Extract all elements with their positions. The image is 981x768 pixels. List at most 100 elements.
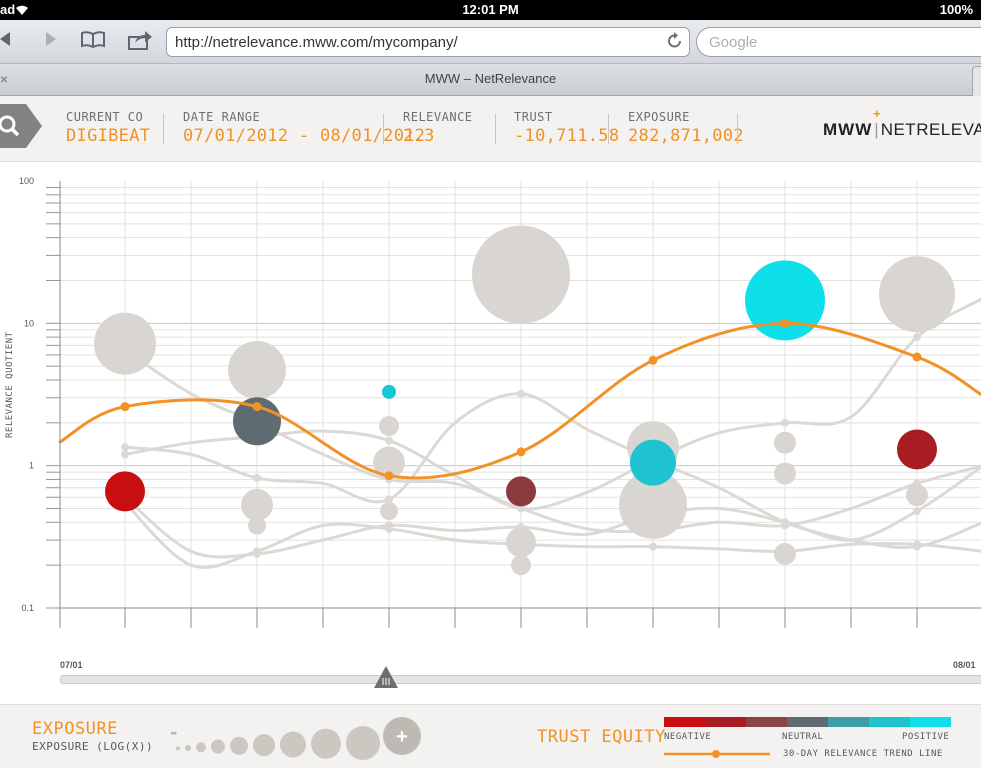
background-point bbox=[253, 473, 261, 482]
trend-line-swatch bbox=[664, 750, 770, 758]
trust-value: -10,711.58 bbox=[514, 126, 620, 146]
carrier-label: ad bbox=[0, 2, 16, 17]
trust-equity-scale bbox=[664, 717, 951, 727]
exposure-decrease-button[interactable]: - bbox=[170, 719, 178, 744]
back-arrow-icon[interactable] bbox=[0, 29, 20, 55]
reload-icon[interactable] bbox=[667, 31, 683, 54]
data-bubble bbox=[241, 488, 273, 521]
bubbles bbox=[94, 225, 955, 576]
exposure-size-bubble bbox=[185, 744, 191, 751]
trust-color-swatch bbox=[746, 717, 787, 727]
exposure-value: 282,871,002 bbox=[628, 126, 744, 146]
date-range-label: DATE RANGE bbox=[183, 110, 261, 124]
background-point bbox=[913, 507, 921, 516]
trust-color-swatch bbox=[828, 717, 869, 727]
relevance-chart[interactable]: 1001010.107/1007/1107/1207/1307/1407/150… bbox=[0, 162, 981, 632]
timeline-track[interactable] bbox=[60, 675, 981, 684]
relevance-stat: RELEVANCE 2.3 bbox=[403, 110, 473, 146]
trend-point bbox=[780, 318, 790, 328]
background-point bbox=[121, 450, 129, 459]
relevance-label: RELEVANCE bbox=[403, 110, 473, 124]
brand-separator: | bbox=[874, 120, 879, 139]
browser-toolbar: http://netrelevance.mww.com/mycompany/ G… bbox=[0, 20, 981, 64]
tab-close-icon[interactable]: × bbox=[0, 71, 9, 87]
battery-percent: 100% bbox=[939, 2, 973, 17]
exposure-legend-subtitle: EXPOSURE (LOG(X)) bbox=[32, 740, 154, 753]
data-bubble bbox=[897, 429, 937, 470]
chart-axes: 1001010.107/1007/1107/1207/1307/1407/150… bbox=[19, 176, 981, 628]
data-bubble bbox=[105, 471, 145, 512]
status-bar: ad 12:01 PM 100% bbox=[0, 0, 981, 20]
header-divider bbox=[163, 114, 164, 144]
exposure-size-bubble bbox=[211, 739, 225, 754]
forward-arrow-icon[interactable] bbox=[36, 29, 64, 55]
background-point bbox=[517, 389, 525, 398]
timeline-handle[interactable] bbox=[373, 666, 398, 688]
trust-color-swatch bbox=[787, 717, 828, 727]
background-trend-line bbox=[124, 392, 981, 549]
trend-point bbox=[648, 355, 658, 365]
brand-mww: MWW bbox=[823, 120, 873, 139]
search-field[interactable]: Google bbox=[696, 27, 981, 57]
background-point bbox=[781, 518, 789, 527]
data-bubble bbox=[382, 384, 396, 399]
background-point bbox=[121, 443, 129, 452]
trust-color-swatch bbox=[869, 717, 910, 727]
trust-color-swatch bbox=[664, 717, 705, 727]
url-text: http://netrelevance.mww.com/mycompany/ bbox=[175, 34, 458, 51]
exposure-increase-button[interactable] bbox=[383, 717, 421, 755]
data-bubble bbox=[745, 260, 825, 341]
background-point bbox=[913, 540, 921, 549]
data-bubble bbox=[228, 341, 286, 400]
legend-footer: EXPOSURE EXPOSURE (LOG(X)) - TRUST EQUIT… bbox=[0, 704, 981, 768]
y-tick-label: 10 bbox=[24, 318, 34, 328]
trend-point bbox=[912, 352, 922, 362]
data-bubble bbox=[472, 225, 570, 324]
data-bubble bbox=[774, 542, 796, 565]
date-range[interactable]: DATE RANGE 07/01/2012 - 08/01/2012 bbox=[183, 110, 425, 146]
data-bubble bbox=[774, 431, 796, 454]
app-header: CURRENT CO DIGIBEAT DATE RANGE 07/01/201… bbox=[0, 96, 981, 162]
trust-equity-title: TRUST EQUITY bbox=[537, 727, 666, 747]
trust-label: TRUST bbox=[514, 110, 553, 124]
background-point bbox=[649, 542, 657, 551]
data-bubble bbox=[619, 470, 687, 539]
current-company-value: DIGIBEAT bbox=[66, 126, 151, 146]
data-bubble bbox=[511, 555, 531, 576]
search-icon bbox=[0, 115, 20, 137]
search-tab-button[interactable] bbox=[0, 104, 42, 148]
current-company-label: CURRENT CO bbox=[66, 110, 144, 124]
trend-line bbox=[58, 318, 981, 481]
trust-color-swatch bbox=[910, 717, 951, 727]
url-field[interactable]: http://netrelevance.mww.com/mycompany/ bbox=[166, 27, 690, 57]
plus-icon: + bbox=[396, 726, 408, 748]
brand-netrelevance: NETRELEVANCE bbox=[880, 120, 981, 139]
exposure-size-bubble bbox=[311, 728, 341, 759]
trend-point bbox=[384, 471, 394, 481]
background-point bbox=[385, 436, 393, 445]
data-bubble bbox=[630, 439, 676, 486]
background-point bbox=[253, 549, 261, 558]
y-tick-label: 1 bbox=[29, 461, 34, 471]
data-bubble bbox=[506, 527, 536, 558]
data-bubble bbox=[879, 256, 955, 333]
exposure-size-bubble bbox=[196, 742, 206, 753]
background-point bbox=[385, 495, 393, 504]
timeline-end-label: 08/01 bbox=[953, 660, 976, 670]
bookmarks-icon[interactable] bbox=[79, 29, 107, 55]
status-time: 12:01 PM bbox=[462, 2, 519, 17]
timeline-start-label: 07/01 bbox=[60, 660, 83, 670]
current-company[interactable]: CURRENT CO DIGIBEAT bbox=[66, 110, 150, 146]
tab-title[interactable]: MWW – NetRelevance bbox=[424, 71, 557, 86]
trust-stat: TRUST -10,711.58 bbox=[514, 110, 619, 146]
exposure-size-bubble bbox=[346, 726, 380, 761]
exposure-size-bubble bbox=[176, 746, 180, 751]
new-tab-button[interactable] bbox=[972, 66, 981, 96]
data-bubble bbox=[906, 484, 928, 507]
search-placeholder: Google bbox=[709, 34, 758, 51]
share-icon[interactable] bbox=[126, 29, 154, 55]
header-divider bbox=[495, 114, 496, 144]
trend-point bbox=[516, 447, 526, 457]
exposure-legend-title: EXPOSURE bbox=[32, 719, 118, 739]
background-point bbox=[517, 504, 525, 513]
